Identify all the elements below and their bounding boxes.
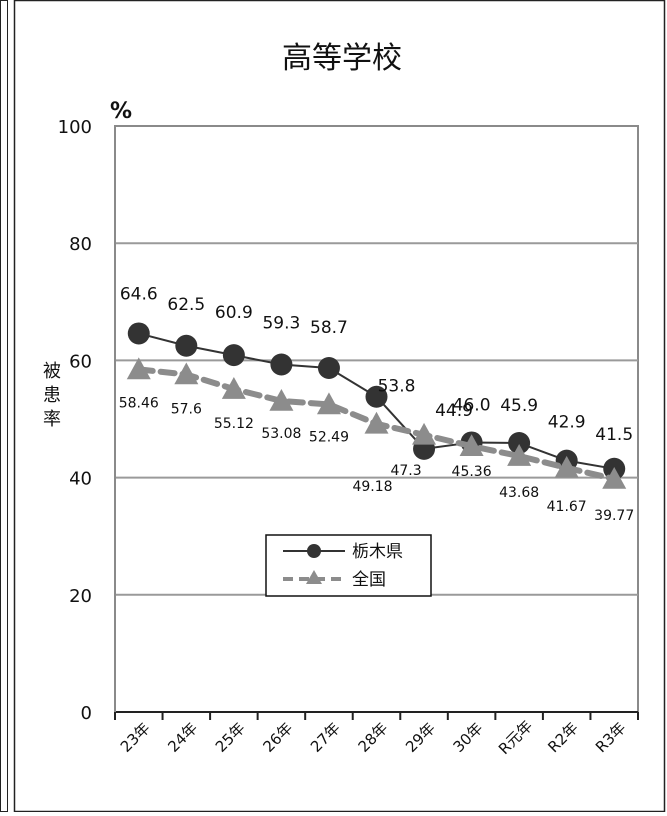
x-tick-label: R3年: [592, 719, 629, 756]
x-tick-label: 23年: [117, 719, 154, 756]
legend-marker-national: [306, 570, 322, 584]
point-tochigi: [270, 353, 293, 376]
point-national: [507, 444, 532, 466]
data-label-tochigi: 58.7: [310, 318, 348, 338]
y-axis-label-char: 率: [43, 409, 61, 430]
data-label-tochigi: 42.9: [548, 413, 586, 433]
y-axis-label: 被患率: [43, 361, 61, 430]
data-label-tochigi: 62.5: [167, 295, 205, 315]
y-unit: %: [110, 99, 132, 124]
data-label-national: 43.68: [499, 485, 539, 501]
point-tochigi: [127, 322, 150, 345]
data-label-national: 53.08: [261, 426, 301, 442]
chart-title: 高等学校: [282, 41, 402, 76]
point-tochigi: [317, 357, 340, 380]
y-tick-label: 80: [69, 234, 92, 255]
point-tochigi: [365, 385, 388, 408]
y-tick-label: 40: [69, 469, 92, 490]
legend-box: [265, 534, 432, 597]
data-label-national: 47.3: [390, 463, 421, 479]
point-national: [221, 376, 246, 399]
x-tick-label: 28年: [355, 719, 392, 756]
x-tick-label: R元年: [495, 717, 536, 758]
series-layer: [126, 322, 627, 489]
point-national: [316, 392, 341, 415]
data-label-tochigi: 46.0: [453, 395, 491, 415]
point-tochigi: [222, 344, 245, 367]
legend-marker-tochigi: [307, 544, 321, 558]
y-axis-label-char: 患: [43, 385, 61, 406]
data-label-national: 41.67: [547, 499, 587, 515]
point-national: [554, 455, 579, 478]
data-label-national: 58.46: [119, 395, 159, 411]
data-label-tochigi: 60.9: [215, 303, 253, 323]
label-layer: 64.6 62.5 60.9 59.3 58.7 53.8 44.946.0 45.9 42.9…: [119, 284, 635, 524]
point-national: [459, 434, 484, 457]
data-label-national: 55.12: [214, 416, 254, 432]
point-national: [364, 411, 389, 434]
x-tick-label: 24年: [164, 719, 201, 756]
y-tick-label: 20: [69, 586, 92, 607]
data-label-tochigi: 41.5: [595, 425, 633, 445]
y-tick-label: 100: [58, 117, 92, 138]
data-label-tochigi: 64.6: [120, 284, 158, 304]
y-tick-label: 0: [81, 703, 92, 724]
left-panel-border: [0, 0, 8, 812]
x-tick-label: 25年: [212, 719, 249, 756]
x-tick-label: 29年: [402, 719, 439, 756]
point-national: [174, 362, 199, 385]
legend: 栃木県 全国: [265, 534, 432, 597]
data-label-tochigi: 45.9: [500, 396, 538, 416]
point-national: [412, 422, 437, 445]
x-tick-label: 26年: [259, 719, 296, 756]
x-tick-label: R2年: [544, 719, 581, 756]
data-label-national: 52.49: [309, 429, 349, 445]
x-tick-label: 27年: [307, 719, 344, 756]
legend-label-tochigi: 栃木県: [352, 542, 403, 562]
point-national: [126, 357, 151, 380]
legend-label-national: 全国: [352, 570, 386, 590]
data-label-national: 45.36: [452, 464, 492, 480]
point-tochigi: [508, 432, 531, 455]
y-tick-label: 60: [69, 351, 92, 372]
point-tochigi: [175, 334, 198, 357]
x-tick-label: 30年: [450, 719, 487, 756]
data-label-national: 39.77: [594, 508, 634, 524]
point-national: [269, 388, 294, 411]
data-label-national: 49.18: [352, 479, 392, 495]
y-axis-label-char: 被: [43, 361, 61, 382]
data-label-tochigi: 53.8: [378, 377, 416, 397]
data-label-national: 57.6: [171, 401, 202, 417]
plot-area: [114, 125, 639, 713]
data-label-tochigi: 44.9: [435, 401, 473, 421]
point-national: [602, 466, 627, 489]
data-label-tochigi: 59.3: [262, 314, 300, 334]
